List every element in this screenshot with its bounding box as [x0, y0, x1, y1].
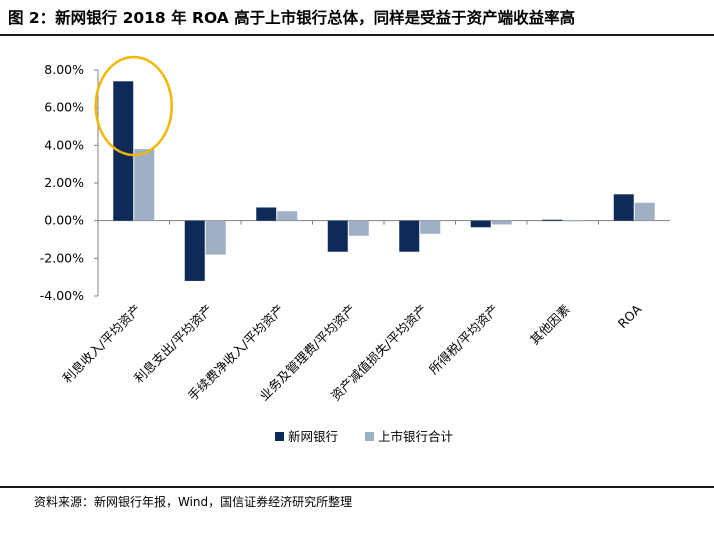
highlight-ellipse — [94, 55, 173, 157]
bar-xinwang-bank — [542, 219, 563, 221]
x-category-label: 所得税/平均资产 — [426, 302, 501, 377]
bar-xinwang-bank — [256, 207, 277, 221]
title-bar: 图 2：新网银行 2018 年 ROA 高于上市银行总体，同样是受益于资产端收益… — [0, 0, 714, 36]
bar-xinwang-bank — [327, 220, 348, 252]
legend-label: 新网银行 — [288, 429, 338, 444]
y-tick-label: 4.00% — [44, 137, 84, 152]
legend-swatch — [365, 432, 374, 441]
legend-label: 上市银行合计 — [378, 429, 453, 444]
y-tick-label: 0.00% — [44, 213, 84, 228]
x-category-label: 利息收入/平均资产 — [60, 302, 144, 386]
y-tick-label: -2.00% — [40, 250, 84, 265]
footer-divider — [0, 486, 714, 488]
y-tick-label: 2.00% — [44, 175, 84, 190]
bar-xinwang-bank — [470, 220, 491, 228]
bar-listed-banks — [563, 220, 584, 222]
bar-listed-banks — [491, 220, 512, 225]
chart-title: 图 2：新网银行 2018 年 ROA 高于上市银行总体，同样是受益于资产端收益… — [8, 9, 576, 27]
bar-xinwang-bank — [399, 220, 420, 252]
source-note: 资料来源：新网银行年报，Wind，国信证券经济研究所整理 — [34, 495, 353, 509]
bar-listed-banks — [634, 202, 655, 221]
bar-listed-banks — [134, 149, 155, 221]
bar-listed-banks — [205, 220, 226, 255]
y-tick-label: 6.00% — [44, 100, 84, 115]
bar-listed-banks — [420, 220, 441, 234]
x-category-label: 其他因素 — [527, 302, 573, 348]
y-tick-label: -4.00% — [40, 288, 84, 303]
bar-xinwang-bank — [113, 81, 134, 221]
legend-swatch — [275, 432, 284, 441]
bar-listed-banks — [348, 220, 369, 236]
bar-xinwang-bank — [613, 194, 634, 221]
bar-xinwang-bank — [184, 220, 205, 281]
bar-chart: 8.00% 6.00% 4.00% 2.00% 0.00% -2.00% -4.00%利息收… — [40, 55, 670, 444]
y-tick-label: 8.00% — [44, 62, 84, 77]
bar-listed-banks — [277, 211, 298, 221]
x-category-label: ROA — [615, 301, 645, 331]
x-category-label: 利息支出/平均资产 — [131, 302, 215, 386]
